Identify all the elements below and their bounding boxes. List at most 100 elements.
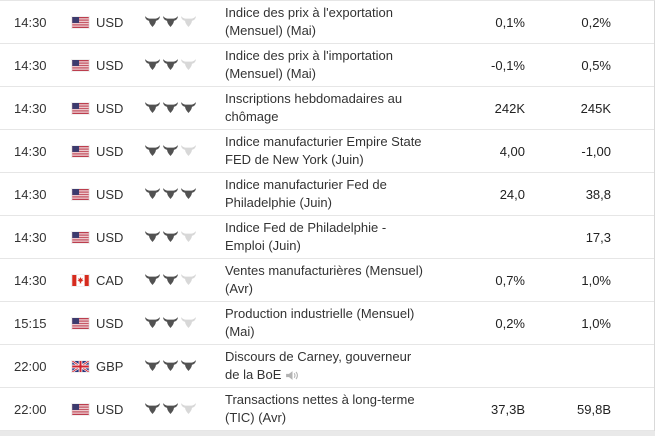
bull-icon (163, 145, 178, 157)
table-row[interactable]: 14:30 USD Indice manufacturier Empire St… (0, 130, 654, 173)
event-time: 22:00 (14, 358, 47, 374)
us-flag-icon (72, 145, 89, 157)
forecast-value: -0,1% (491, 57, 525, 73)
country-cell: USD (72, 101, 145, 116)
forecast-value: 242K (494, 100, 525, 116)
event-time: 22:00 (14, 401, 47, 417)
bull-icon (181, 59, 196, 71)
bull-icon (145, 274, 160, 286)
previous-value: 17,3 (585, 229, 611, 245)
event-name[interactable]: Indice des prix à l'exportation (Mensuel… (225, 5, 393, 38)
importance-indicator (145, 403, 225, 415)
event-name[interactable]: Indice des prix à l'importation (Mensuel… (225, 48, 393, 81)
forecast-value: 0,2% (495, 315, 525, 331)
bull-icon (181, 274, 196, 286)
previous-value: 1,0% (581, 315, 611, 331)
us-flag-icon (72, 403, 89, 415)
currency-code: USD (96, 315, 124, 331)
event-time: 14:30 (14, 100, 47, 116)
forecast-value: 0,1% (495, 14, 525, 30)
importance-indicator (145, 145, 225, 157)
country-cell: USD (72, 58, 145, 73)
ca-flag-icon (72, 274, 89, 286)
country-cell: USD (72, 15, 145, 30)
event-name[interactable]: Indice manufacturier Empire State FED de… (225, 134, 422, 167)
country-cell: GBP (72, 359, 145, 374)
speaker-icon (286, 370, 299, 381)
country-cell: USD (72, 144, 145, 159)
event-time: 14:30 (14, 143, 47, 159)
bull-icon (181, 145, 196, 157)
forecast-value: 4,00 (499, 143, 525, 159)
table-row[interactable]: 14:30 USD Indice des prix à l'exportatio… (0, 1, 654, 44)
event-time: 14:30 (14, 229, 47, 245)
us-flag-icon (72, 16, 89, 28)
previous-value: 0,5% (581, 57, 611, 73)
bull-icon (145, 317, 160, 329)
event-name[interactable]: Ventes manufacturières (Mensuel) (Avr) (225, 263, 423, 296)
event-time: 14:30 (14, 272, 47, 288)
us-flag-icon (72, 59, 89, 71)
importance-indicator (145, 231, 225, 243)
event-time: 14:30 (14, 186, 47, 202)
us-flag-icon (72, 188, 89, 200)
previous-value: -1,00 (581, 143, 611, 159)
previous-value: 245K (580, 100, 611, 116)
bull-icon (145, 16, 160, 28)
us-flag-icon (72, 317, 89, 329)
bull-icon (181, 188, 196, 200)
bull-icon (145, 102, 160, 114)
bull-icon (181, 317, 196, 329)
country-cell: USD (72, 187, 145, 202)
importance-indicator (145, 59, 225, 71)
importance-indicator (145, 360, 225, 372)
table-row[interactable]: 14:30 USD Indice manufacturier Fed de Ph… (0, 173, 654, 216)
bull-icon (163, 403, 178, 415)
importance-indicator (145, 16, 225, 28)
currency-code: USD (96, 100, 124, 116)
table-row[interactable]: 14:30 USD Indice Fed de Philadelphie - E… (0, 216, 654, 259)
event-name[interactable]: Discours de Carney, gouverneur de la BoE (225, 349, 412, 382)
importance-indicator (145, 274, 225, 286)
bull-icon (181, 16, 196, 28)
forecast-value: 37,3B (491, 401, 525, 417)
country-cell: USD (72, 230, 145, 245)
bull-icon (181, 102, 196, 114)
table-row[interactable]: 22:00 USD Transactions nettes à long-ter… (0, 388, 654, 431)
currency-code: USD (96, 143, 124, 159)
bull-icon (181, 360, 196, 372)
event-name[interactable]: Inscriptions hebdomadaires au chômage (225, 91, 403, 124)
bull-icon (163, 102, 178, 114)
event-time: 14:30 (14, 14, 47, 30)
currency-code: USD (96, 57, 124, 73)
table-row[interactable]: 14:30 USD Indice des prix à l'importatio… (0, 44, 654, 87)
forecast-value: 0,7% (495, 272, 525, 288)
importance-indicator (145, 188, 225, 200)
bull-icon (163, 360, 178, 372)
table-row[interactable]: 14:30 USD Inscriptions hebdomadaires au … (0, 87, 654, 130)
us-flag-icon (72, 231, 89, 243)
table-row[interactable]: 15:15 USD Production industrielle (Mensu… (0, 302, 654, 345)
currency-code: CAD (96, 272, 124, 288)
importance-indicator (145, 102, 225, 114)
bull-icon (145, 59, 160, 71)
bull-icon (181, 403, 196, 415)
event-time: 14:30 (14, 57, 47, 73)
event-name[interactable]: Transactions nettes à long-terme (TIC) (… (225, 392, 415, 425)
currency-code: USD (96, 186, 124, 202)
previous-value: 38,8 (585, 186, 611, 202)
country-cell: USD (72, 316, 145, 331)
bull-icon (163, 59, 178, 71)
event-name[interactable]: Production industrielle (Mensuel) (Mai) (225, 306, 415, 339)
currency-code: USD (96, 401, 124, 417)
bull-icon (145, 145, 160, 157)
previous-value: 59,8B (577, 401, 611, 417)
table-row[interactable]: 14:30 CAD Ventes manufacturières (Mensue… (0, 259, 654, 302)
table-row[interactable]: 22:00 GBP Discours de Carney, gouverneur… (0, 345, 654, 388)
country-cell: USD (72, 402, 145, 417)
bull-icon (163, 317, 178, 329)
bull-icon (145, 360, 160, 372)
importance-indicator (145, 317, 225, 329)
event-name[interactable]: Indice Fed de Philadelphie - Emploi (Jui… (225, 220, 387, 253)
event-name[interactable]: Indice manufacturier Fed de Philadelphie… (225, 177, 387, 210)
